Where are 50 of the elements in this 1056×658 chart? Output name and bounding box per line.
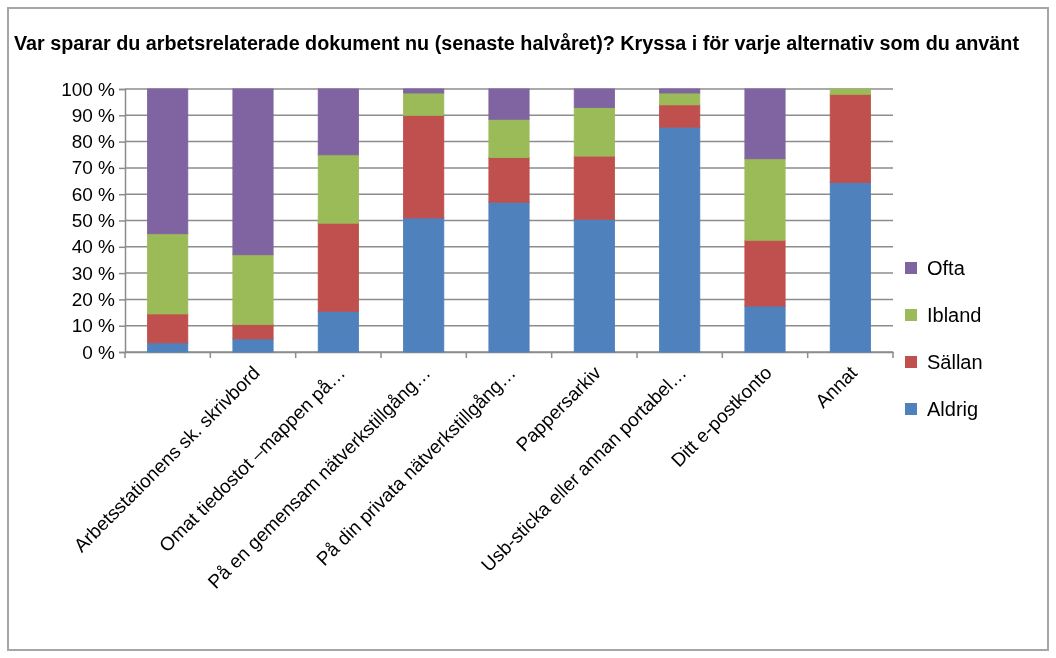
bar bbox=[488, 156, 530, 203]
bar bbox=[573, 106, 615, 157]
bar bbox=[573, 218, 615, 353]
bar bbox=[403, 114, 445, 219]
y-tick-label: 40 % bbox=[71, 236, 116, 258]
y-tick-label: 60 % bbox=[71, 183, 116, 205]
bar bbox=[829, 181, 871, 353]
bar bbox=[744, 88, 786, 160]
bar bbox=[659, 126, 701, 353]
bar bbox=[147, 313, 189, 344]
bar bbox=[232, 88, 274, 256]
bar bbox=[317, 154, 359, 224]
bar bbox=[147, 342, 189, 353]
legend-label: Ibland bbox=[927, 304, 982, 326]
bar bbox=[744, 158, 786, 241]
y-tick-label: 50 % bbox=[71, 210, 116, 232]
y-tick-label: 30 % bbox=[71, 262, 116, 284]
bar bbox=[147, 233, 189, 315]
y-tick-label: 20 % bbox=[71, 288, 116, 310]
legend-label: Ofta bbox=[927, 257, 966, 279]
bar bbox=[403, 92, 445, 116]
bar bbox=[317, 310, 359, 353]
bar bbox=[573, 155, 615, 220]
y-tick-label: 90 % bbox=[71, 104, 116, 126]
bar bbox=[829, 93, 871, 183]
y-tick-label: 80 % bbox=[71, 131, 116, 153]
y-tick-label: 10 % bbox=[71, 315, 116, 337]
bar bbox=[403, 88, 445, 94]
bar bbox=[488, 88, 530, 120]
y-tick-label: 100 % bbox=[61, 78, 116, 100]
y-tick-label: 0 % bbox=[82, 341, 116, 363]
bar bbox=[573, 88, 615, 108]
bar bbox=[744, 239, 786, 307]
bar bbox=[488, 201, 530, 353]
bar bbox=[317, 88, 359, 156]
bar bbox=[829, 88, 871, 95]
bar bbox=[488, 118, 530, 158]
chart-title: Var sparar du arbetsrelaterade dokument nu (senaste halvåret)? Kryssa i för varje alternativ som du använt bbox=[14, 32, 1032, 54]
bar bbox=[232, 323, 274, 340]
bar bbox=[147, 88, 189, 235]
bar bbox=[232, 338, 274, 353]
bar bbox=[659, 104, 701, 128]
bar bbox=[744, 305, 786, 353]
bar bbox=[232, 254, 274, 325]
bar bbox=[317, 222, 359, 312]
bar bbox=[403, 217, 445, 353]
legend-label: Aldrig bbox=[927, 398, 979, 420]
y-tick-label: 70 % bbox=[71, 157, 116, 179]
legend-label: Sällan bbox=[927, 351, 983, 373]
bar bbox=[659, 88, 701, 94]
